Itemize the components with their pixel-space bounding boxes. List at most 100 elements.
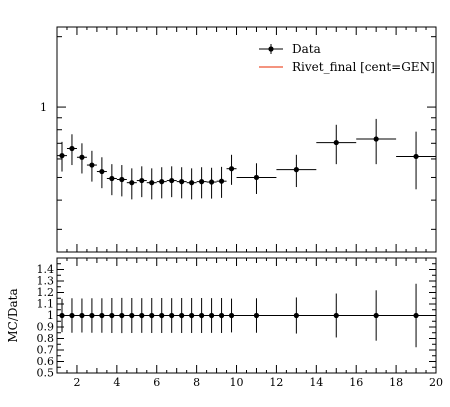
data-marker (208, 179, 215, 185)
data-point (146, 168, 157, 200)
data-point (186, 168, 197, 200)
ratio-point (373, 290, 379, 341)
data-point (136, 166, 147, 198)
ratio-point (179, 298, 185, 333)
legend-mc-label: Rivet_final [cent=GEN] (292, 60, 435, 74)
ratio-y-tick-label: 0.5 (37, 367, 55, 380)
data-marker (413, 153, 419, 160)
ratio-y-tick-label: 0.9 (37, 321, 55, 334)
ratio-marker (293, 312, 299, 319)
ratio-point (218, 298, 225, 333)
x-tick-label: 8 (193, 376, 200, 389)
ratio-marker (99, 312, 105, 319)
data-marker (218, 178, 225, 184)
x-tick-label: 14 (309, 376, 323, 389)
ratio-y-axis-title: MC/Data (6, 288, 20, 342)
ratio-point (333, 293, 339, 338)
data-marker (59, 153, 65, 159)
data-point (86, 150, 97, 182)
ratio-point (159, 298, 165, 333)
ratio-marker (413, 312, 419, 319)
ratio-point (69, 298, 75, 333)
data-marker (129, 180, 135, 186)
ratio-marker (228, 312, 235, 319)
ratio-marker (218, 312, 225, 319)
ratio-y-tick-label: 0.6 (37, 355, 55, 368)
x-tick-label: 16 (349, 376, 363, 389)
legend (259, 44, 283, 68)
ratio-y-tick-label: 0.8 (37, 332, 55, 345)
data-point (166, 166, 177, 198)
x-tick-label: 12 (269, 376, 283, 389)
data-point (396, 131, 436, 190)
ratio-marker (119, 312, 125, 319)
ratio-marker (89, 312, 95, 319)
ratio-point (59, 298, 65, 333)
data-point (356, 118, 397, 165)
data-marker (69, 145, 75, 152)
data-marker (293, 167, 299, 173)
ratio-marker (109, 312, 115, 319)
ratio-point (119, 297, 125, 334)
data-point (236, 163, 277, 194)
ratio-marker (69, 312, 75, 319)
x-tick-label: 6 (153, 376, 160, 389)
ratio-point (293, 297, 299, 334)
ratio-point (189, 298, 195, 333)
data-marker (253, 174, 260, 181)
data-marker (169, 177, 175, 184)
ratio-marker (129, 312, 135, 319)
ratio-marker (169, 312, 175, 319)
data-point (76, 143, 87, 174)
data-marker (89, 162, 95, 168)
data-marker (139, 177, 145, 184)
data-point (316, 124, 357, 165)
ratio-marker (139, 312, 145, 319)
legend-data-marker (268, 46, 274, 52)
data-point (57, 141, 67, 172)
data-marker (189, 180, 195, 186)
x-tick-label: 2 (73, 376, 80, 389)
ratio-y-tick-label: 1.4 (37, 263, 55, 276)
ratio-marker (373, 312, 379, 319)
ratio-marker (333, 312, 339, 319)
ratio-marker (149, 312, 155, 319)
ratio-point (208, 298, 215, 333)
main-y-tick-label: 1 (40, 101, 47, 114)
data-marker (228, 166, 235, 172)
ratio-marker (208, 312, 215, 319)
ratio-point (79, 298, 85, 333)
data-point (176, 167, 187, 199)
data-point (66, 134, 77, 166)
x-tick-label: 20 (429, 376, 443, 389)
data-marker (149, 180, 155, 186)
ratio-point (169, 298, 175, 333)
data-point (96, 157, 107, 189)
ratio-marker (159, 312, 165, 319)
ratio-point (228, 298, 235, 333)
data-point (156, 167, 167, 199)
data-marker (159, 179, 165, 185)
ratio-y-tick-label: 1.1 (37, 298, 55, 311)
ratio-marker (199, 312, 205, 319)
data-marker (109, 175, 115, 182)
data-point (196, 167, 207, 199)
data-marker (79, 154, 85, 160)
ratio-point (253, 298, 260, 333)
data-point (276, 154, 317, 188)
data-point (216, 166, 227, 198)
ratio-point (149, 298, 155, 333)
data-point (126, 168, 137, 200)
data-marker (119, 176, 125, 183)
ratio-marker (253, 312, 260, 319)
data-point (106, 164, 117, 196)
ratio-point (109, 298, 115, 333)
ratio-point (129, 298, 135, 333)
data-point (116, 165, 127, 197)
legend-data-label: Data (292, 42, 321, 56)
x-tick-label: 18 (389, 376, 403, 389)
ratio-marker (59, 312, 65, 319)
ratio-marker (79, 312, 85, 319)
data-point (206, 167, 217, 199)
